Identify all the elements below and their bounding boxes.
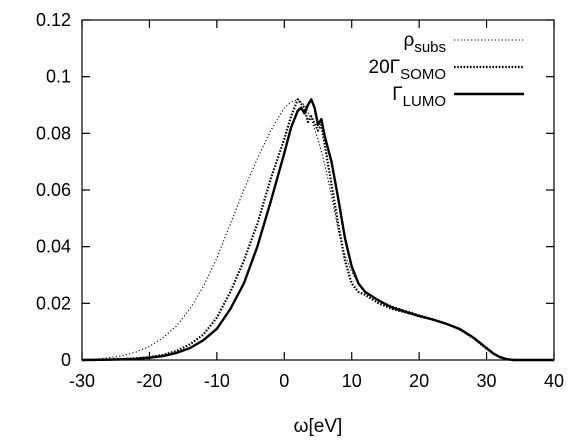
x-tick-label: -20	[136, 371, 162, 391]
legend-label-1: ρsubs	[404, 30, 447, 56]
x-tick-label: 10	[342, 371, 362, 391]
axes-layer: -30 -20 -10 0 10 20 30 40 0 0.02 0.04 0.06 0.08 0.1 0.…	[36, 10, 564, 391]
y-tick-label: 0.12	[36, 10, 71, 30]
y-tick-label: 0	[61, 350, 71, 370]
x-tick-label: 40	[544, 371, 564, 391]
y-tick-label: 0.02	[36, 293, 71, 313]
x-tick-label: 20	[409, 371, 429, 391]
x-axis-title: ω[eV]	[294, 416, 343, 437]
y-tick-label: 0.04	[36, 237, 71, 257]
x-tick-label: -10	[204, 371, 230, 391]
x-tick-label: 0	[279, 371, 289, 391]
series-line-3	[81, 98, 554, 362]
x-tick-label: -30	[69, 371, 95, 391]
y-tick-label: 0.08	[36, 123, 71, 143]
legend-label-2: 20ΓSOMO	[369, 57, 446, 83]
series-line-1	[81, 98, 554, 361]
x-tick-label: 30	[477, 371, 497, 391]
series-layer	[81, 98, 554, 362]
y-tick-label: 0.06	[36, 180, 71, 200]
plot-frame	[81, 19, 555, 361]
legend-label-3: ΓLUMO	[392, 84, 446, 110]
y-tick-label: 0.1	[46, 67, 71, 87]
